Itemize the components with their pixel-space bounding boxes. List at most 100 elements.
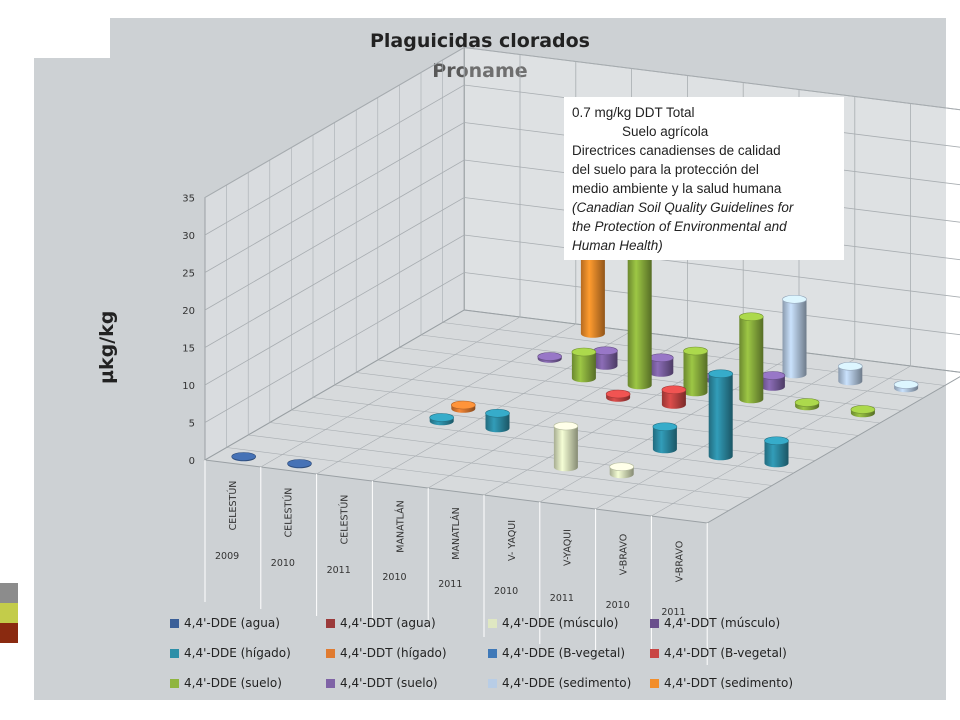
y-tick-label: 5 (189, 419, 195, 430)
legend-swatch (170, 618, 179, 628)
category-site-label: V-BRAVO (619, 534, 630, 575)
bar-top (652, 422, 678, 432)
legend-label: 4,4'-DDT (hígado) (340, 646, 447, 660)
bar-body (553, 426, 578, 472)
bar-body (760, 375, 785, 391)
legend-item: 4,4'-DDE (agua) (170, 616, 280, 630)
legend-item: 4,4'-DDE (músculo) (488, 616, 618, 630)
category-year-label: 2011 (438, 579, 462, 590)
category-year-label: 2009 (215, 551, 239, 562)
bar (287, 459, 312, 469)
bar-body (764, 440, 789, 468)
bar-top (429, 413, 455, 422)
annotation-box: 0.7 mg/kg DDT Total Suelo agrícola Direc… (564, 97, 844, 260)
legend-item: 4,4'-DDT (hígado) (326, 646, 447, 660)
decoration-bar-gray (0, 583, 18, 603)
bar (837, 361, 863, 386)
legend-item: 4,4'-DDE (B-vegetal) (488, 646, 625, 660)
bar-top (609, 462, 635, 472)
y-tick-label: 10 (182, 381, 195, 392)
decoration-bar-yellow (0, 603, 18, 623)
bar-body (838, 366, 863, 386)
legend-label: 4,4'-DDE (B-vegetal) (502, 646, 626, 660)
bar (605, 389, 631, 402)
annotation-line: Human Health) (572, 238, 663, 253)
legend-swatch (488, 678, 497, 688)
bar-body (661, 389, 686, 409)
category-year-label: 2011 (550, 593, 574, 604)
annotation-line: (Canadian Soil Quality Guidelines for (572, 200, 794, 215)
annotation-line: the Protection of Environmental and (572, 219, 787, 234)
gridline (377, 359, 881, 424)
bar (738, 312, 764, 404)
category-year-label: 2010 (494, 586, 518, 597)
legend-label: 4,4'-DDE (agua) (184, 616, 280, 630)
bar-body (739, 316, 764, 404)
bar (850, 405, 876, 418)
legend-label: 4,4'-DDE (sedimento) (502, 676, 632, 690)
decoration-bar-red (0, 623, 18, 643)
legend-item: 4,4'-DDE (sedimento) (488, 676, 631, 690)
bar-top (764, 436, 789, 446)
category-site-label: MANATLÁN (394, 500, 406, 552)
bar-top (893, 380, 919, 389)
bar (231, 452, 256, 462)
legend-swatch (170, 648, 179, 658)
bar (782, 294, 807, 379)
bar-top (794, 398, 820, 407)
annotation-line: del suelo para la protección del (572, 162, 759, 177)
legend-label: 4,4'-DDT (sedimento) (664, 676, 794, 690)
bar (683, 346, 708, 397)
bar-top (837, 361, 863, 371)
bar-top (850, 405, 876, 414)
legend-label: 4,4'-DDE (músculo) (502, 616, 619, 630)
bar (537, 352, 563, 363)
bar (760, 371, 786, 391)
category-year-label: 2010 (271, 558, 295, 569)
category-axis: CELESTÚN 2009 CELESTÚN 2010 CELESTÚN 2011 MANA… (204, 460, 708, 665)
category-site-label: CELESTÚN (339, 495, 351, 545)
legend-swatch (326, 648, 335, 658)
legend-item: 4,4'-DDT (agua) (326, 616, 436, 630)
legend-swatch (170, 678, 179, 688)
bar (648, 353, 674, 377)
category-site-label: CELESTÚN (227, 481, 239, 531)
category-year-label: 2010 (382, 572, 406, 583)
bar-top (782, 294, 807, 304)
bar (429, 413, 455, 426)
bar-body (683, 351, 708, 397)
bar-body (649, 357, 674, 377)
category-year-label: 2011 (661, 607, 685, 618)
category-site-label: CELESTÚN (283, 488, 295, 538)
y-tick-label: 20 (182, 306, 195, 317)
category-year-label: 2011 (327, 565, 351, 576)
legend-swatch (650, 678, 659, 688)
legend-swatch (488, 618, 497, 628)
bar (485, 408, 510, 433)
bar-body (782, 299, 807, 379)
bar (553, 421, 579, 472)
category-year-label: 2010 (606, 600, 630, 611)
bar (661, 385, 687, 409)
bar (593, 346, 618, 370)
legend-label: 4,4'-DDT (agua) (340, 616, 436, 630)
bar (893, 380, 919, 393)
bar-top (537, 352, 563, 361)
legend-label: 4,4'-DDT (suelo) (340, 676, 438, 690)
gridline (248, 434, 751, 499)
bar-top (231, 452, 256, 461)
bar-body (593, 350, 618, 370)
legend-item: 4,4'-DDT (B-vegetal) (650, 646, 787, 660)
bar (794, 398, 820, 411)
bar-body (571, 352, 596, 383)
bar-body (485, 413, 510, 433)
legend-swatch (488, 648, 497, 658)
legend-item: 4,4'-DDE (hígado) (170, 646, 291, 660)
bar-top (683, 346, 708, 356)
gridline (334, 384, 837, 449)
bar-top (287, 459, 312, 468)
bar-top (485, 408, 510, 418)
legend-item: 4,4'-DDT (suelo) (326, 676, 438, 690)
legend-label: 4,4'-DDT (B-vegetal) (664, 646, 787, 660)
gridline (226, 447, 729, 511)
